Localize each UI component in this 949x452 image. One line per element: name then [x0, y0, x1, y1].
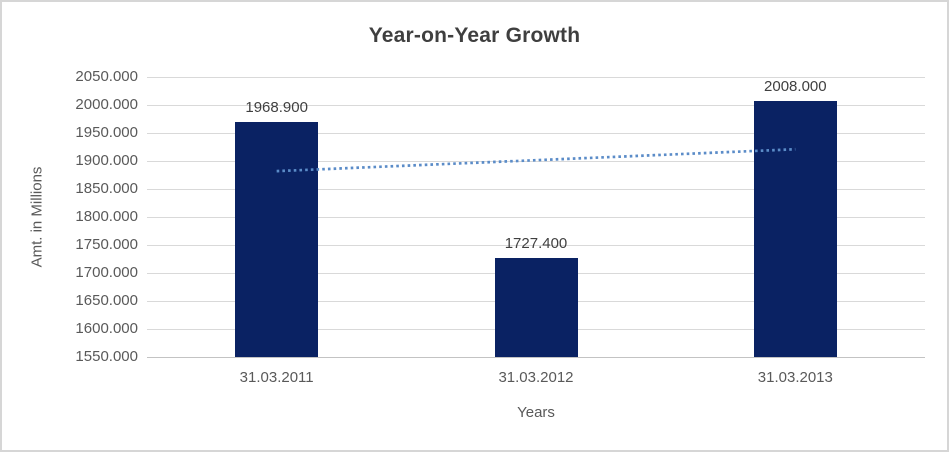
data-label: 1968.900 [245, 99, 308, 117]
y-tick-label: 2050.000 [75, 68, 138, 85]
y-tick-label: 1700.000 [75, 264, 138, 281]
y-tick-label: 1750.000 [75, 236, 138, 253]
data-label: 2008.000 [764, 77, 827, 95]
bar [235, 122, 319, 357]
x-category-label: 31.03.2011 [239, 369, 314, 386]
data-label: 1727.400 [504, 234, 568, 252]
y-tick-label: 2000.000 [75, 96, 138, 113]
y-tick-label: 1550.000 [75, 348, 138, 365]
trendline [276, 147, 796, 173]
trendline-layer [276, 147, 796, 173]
x-category-label: 31.03.2012 [498, 369, 574, 386]
bar [494, 257, 578, 357]
plot-area: 1968.900 1727.400 2008.000 [147, 77, 925, 358]
x-axis-line [147, 357, 925, 358]
y-tick-label: 1600.000 [75, 320, 138, 337]
gridline [147, 245, 925, 246]
y-tick-label: 1900.000 [75, 152, 138, 169]
gridline [147, 105, 925, 106]
gridline [147, 217, 925, 218]
y-tick-label: 1850.000 [75, 180, 138, 197]
y-tick-label: 1650.000 [75, 292, 138, 309]
x-category-label: 31.03.2013 [757, 369, 833, 386]
gridline [147, 189, 925, 190]
x-axis-title: Years [517, 404, 555, 421]
chart-title: Year-on-Year Growth [368, 24, 581, 47]
gridline [147, 133, 925, 134]
y-tick-label: 1950.000 [75, 124, 138, 141]
gridline [147, 77, 925, 78]
gridline [147, 161, 925, 162]
y-tick-label: 1800.000 [75, 208, 138, 225]
bar [753, 100, 837, 357]
